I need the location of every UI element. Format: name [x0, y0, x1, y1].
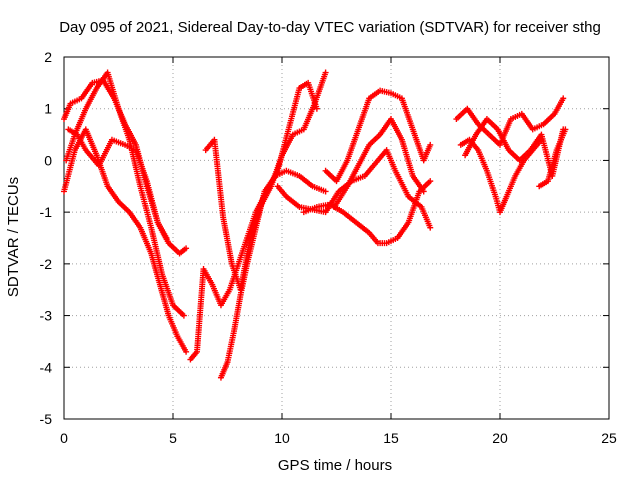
series-track-d [65, 126, 170, 241]
x-tick-label: 10 [274, 430, 290, 446]
y-tick-label: -1 [40, 204, 53, 220]
data-point [313, 105, 320, 112]
data-point [322, 69, 329, 76]
series-track-i [322, 87, 434, 185]
data-point [427, 178, 434, 185]
x-tick-label: 0 [60, 430, 68, 446]
grid-layer [64, 57, 609, 419]
data-point [562, 126, 569, 133]
y-tick-label: 0 [44, 152, 52, 168]
y-tick-label: -4 [40, 359, 53, 375]
series-track-b [63, 69, 187, 319]
series-track-g [217, 167, 329, 381]
y-tick-label: -3 [40, 308, 53, 324]
data-point [180, 312, 187, 319]
data-point [420, 188, 427, 195]
x-axis-label: GPS time / hours [278, 457, 392, 474]
tick-layer: 0 5 10 15 20 25 -5 -4 -3 -2 -1 0 1 2 [40, 49, 617, 446]
x-tick-label: 15 [383, 430, 399, 446]
data-point [427, 141, 434, 148]
series-track-c [61, 126, 190, 355]
data-point [427, 224, 434, 231]
chart-title: Day 095 of 2021, Sidereal Day-to-day VTE… [59, 19, 601, 36]
data-point [322, 188, 329, 195]
x-tick-label: 5 [169, 430, 177, 446]
data-point [163, 235, 170, 241]
y-tick-label: -5 [40, 411, 53, 427]
series-track-k [331, 116, 427, 210]
y-tick-label: 1 [44, 101, 52, 117]
x-tick-label: 20 [492, 430, 508, 446]
data-layer [61, 69, 569, 381]
series-track-o [536, 126, 569, 190]
y-tick-label: 2 [44, 49, 52, 65]
y-axis-label: SDTVAR / TECUs [5, 177, 22, 297]
plot-frame [63, 56, 610, 420]
x-tick-label: 25 [601, 430, 617, 446]
data-point [183, 245, 190, 252]
data-point [183, 348, 190, 355]
y-tick-label: -2 [40, 256, 53, 272]
series-track-a [61, 77, 190, 257]
data-point [560, 95, 567, 102]
